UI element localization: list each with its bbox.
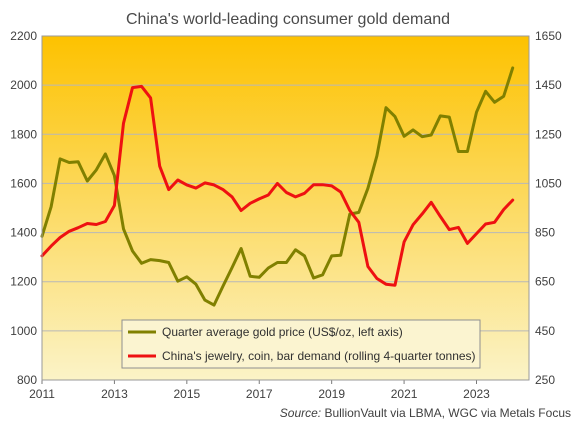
y-right-tick-label: 250 — [535, 373, 555, 387]
series-lines — [40, 66, 515, 307]
x-tick-label: 2015 — [173, 387, 200, 401]
y-left-tick-label: 2000 — [10, 78, 37, 92]
y-right-tick-label: 1250 — [535, 127, 562, 141]
y-left-tick-label: 800 — [17, 373, 37, 387]
y-right-tick-label: 850 — [535, 226, 555, 240]
x-tick-label: 2021 — [391, 387, 418, 401]
y-right-tick-label: 450 — [535, 324, 555, 338]
legend-label-china-demand: China's jewelry, coin, bar demand (rolli… — [162, 349, 476, 363]
series-line-gold-price — [40, 66, 515, 307]
source-text: BullionVault via LBMA, WGC via Metals Fo… — [321, 406, 571, 420]
y-left-tick-label: 1200 — [10, 275, 37, 289]
y-right-tick-label: 1450 — [535, 78, 562, 92]
y-left-tick-label: 1400 — [10, 226, 37, 240]
source-label: Source: — [280, 406, 321, 420]
y-right-tick-label: 1650 — [535, 29, 562, 43]
plot-border — [41, 35, 530, 381]
legend: Quarter average gold price (US$/oz, left… — [121, 319, 481, 369]
y-left-tick-label: 1600 — [10, 176, 37, 190]
y-left-tick-label: 1000 — [10, 324, 37, 338]
axes: 800 1000 1200 1400 1600 1800 2000 2200 250 450 650… — [10, 29, 562, 401]
x-tick-label: 2011 — [29, 387, 55, 401]
source-note: Source: BullionVault via LBMA, WGC via M… — [280, 406, 571, 420]
series-line-china-demand — [40, 84, 515, 287]
y-right-tick-label: 1050 — [535, 176, 562, 190]
y-left-tick-label: 2200 — [10, 29, 37, 43]
y-right-tick-label: 650 — [535, 275, 555, 289]
x-tick-label: 2019 — [318, 387, 345, 401]
legend-box — [121, 319, 481, 369]
x-tick-label: 2013 — [101, 387, 128, 401]
x-tick-label: 2017 — [246, 387, 273, 401]
y-left-tick-label: 1800 — [10, 127, 37, 141]
legend-label-gold-price: Quarter average gold price (US$/oz, left… — [162, 325, 403, 339]
x-tick-label: 2023 — [463, 387, 490, 401]
chart-title: China's world-leading consumer gold dema… — [126, 11, 450, 28]
